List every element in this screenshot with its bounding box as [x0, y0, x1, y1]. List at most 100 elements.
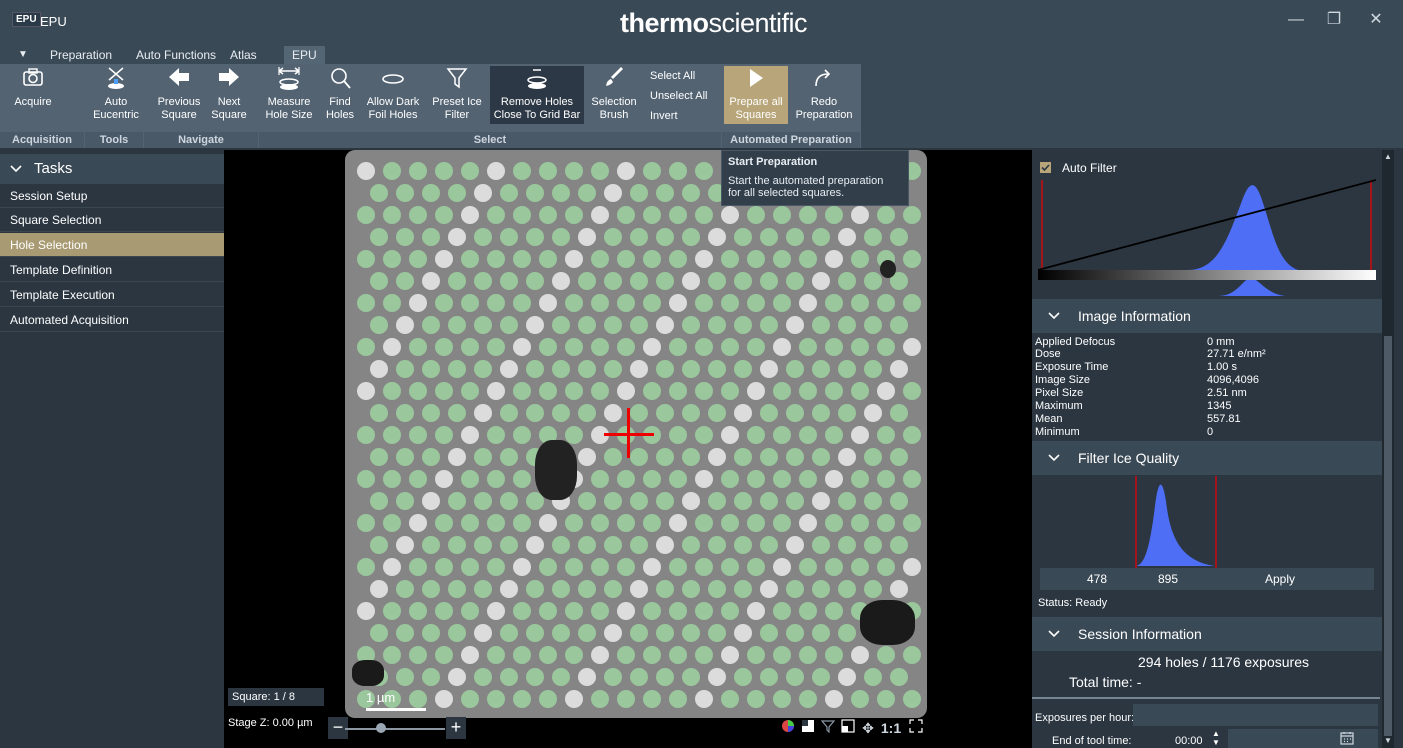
foil-hole[interactable] [604, 448, 622, 466]
foil-hole[interactable] [656, 184, 674, 202]
foil-hole[interactable] [500, 448, 518, 466]
foil-hole[interactable] [604, 668, 622, 686]
foil-hole[interactable] [591, 338, 609, 356]
foil-hole[interactable] [864, 404, 882, 422]
foil-hole[interactable] [474, 184, 492, 202]
foil-hole[interactable] [721, 426, 739, 444]
foil-hole[interactable] [617, 162, 635, 180]
foil-hole[interactable] [734, 228, 752, 246]
foil-hole[interactable] [864, 536, 882, 554]
foil-hole[interactable] [513, 250, 531, 268]
foil-hole[interactable] [890, 316, 908, 334]
foil-hole[interactable] [383, 470, 401, 488]
foil-hole[interactable] [539, 646, 557, 664]
ice-filter-low-value[interactable]: 478 [1087, 572, 1108, 586]
task-square-selection[interactable]: Square Selection [0, 208, 224, 232]
foil-hole[interactable] [552, 624, 570, 642]
end-of-tool-date-field[interactable] [1228, 729, 1378, 748]
foil-hole[interactable] [396, 536, 414, 554]
foil-hole[interactable] [539, 426, 557, 444]
foil-hole[interactable] [877, 470, 895, 488]
foil-hole[interactable] [513, 162, 531, 180]
foil-hole[interactable] [630, 404, 648, 422]
foil-hole[interactable] [630, 272, 648, 290]
foil-hole[interactable] [448, 228, 466, 246]
scroll-up-icon[interactable]: ▲ [1384, 152, 1392, 161]
foil-hole[interactable] [474, 668, 492, 686]
foil-hole[interactable] [578, 624, 596, 642]
foil-hole[interactable] [617, 206, 635, 224]
foil-hole[interactable] [643, 646, 661, 664]
foil-hole[interactable] [448, 184, 466, 202]
select-all-button[interactable]: Select All [650, 70, 696, 82]
foil-hole[interactable] [721, 338, 739, 356]
foil-hole[interactable] [903, 338, 921, 356]
foil-hole[interactable] [526, 624, 544, 642]
foil-hole[interactable] [825, 602, 843, 620]
foil-hole[interactable] [552, 668, 570, 686]
tab-preparation[interactable]: Preparation [50, 48, 113, 62]
tab-epu[interactable]: EPU [284, 46, 325, 64]
foil-hole[interactable] [448, 448, 466, 466]
foil-hole[interactable] [773, 690, 791, 708]
foil-hole[interactable] [357, 646, 375, 664]
foil-hole[interactable] [747, 382, 765, 400]
foil-hole[interactable] [669, 558, 687, 576]
foil-hole[interactable] [903, 206, 921, 224]
foil-hole[interactable] [773, 382, 791, 400]
foil-hole[interactable] [357, 162, 375, 180]
foil-hole[interactable] [422, 360, 440, 378]
tasks-header[interactable]: Tasks [0, 154, 224, 184]
foil-hole[interactable] [656, 316, 674, 334]
foil-hole[interactable] [396, 624, 414, 642]
foil-hole[interactable] [799, 382, 817, 400]
foil-hole[interactable] [435, 514, 453, 532]
foil-hole[interactable] [669, 690, 687, 708]
foil-hole[interactable] [825, 514, 843, 532]
foil-hole[interactable] [825, 250, 843, 268]
foil-hole[interactable] [760, 492, 778, 510]
foil-hole[interactable] [877, 338, 895, 356]
foil-hole[interactable] [487, 426, 505, 444]
foil-hole[interactable] [721, 206, 739, 224]
foil-hole[interactable] [448, 404, 466, 422]
foil-hole[interactable] [760, 272, 778, 290]
foil-hole[interactable] [656, 536, 674, 554]
close-button[interactable]: ✕ [1369, 11, 1383, 28]
foil-hole[interactable] [357, 602, 375, 620]
foil-hole[interactable] [630, 360, 648, 378]
foil-hole[interactable] [656, 668, 674, 686]
foil-hole[interactable] [786, 404, 804, 422]
foil-hole[interactable] [812, 668, 830, 686]
fullscreen-icon[interactable] [907, 719, 925, 737]
session-information-header[interactable]: Session Information [1032, 617, 1382, 651]
foil-hole[interactable] [604, 624, 622, 642]
foil-hole[interactable] [877, 514, 895, 532]
foil-hole[interactable] [708, 360, 726, 378]
foil-hole[interactable] [591, 206, 609, 224]
invert-button[interactable]: Invert [650, 110, 678, 122]
foil-hole[interactable] [383, 338, 401, 356]
foil-hole[interactable] [669, 646, 687, 664]
foil-hole[interactable] [617, 470, 635, 488]
foil-hole[interactable] [500, 316, 518, 334]
foil-hole[interactable] [474, 316, 492, 334]
overlay-toggle-icon[interactable] [799, 719, 817, 737]
foil-hole[interactable] [409, 250, 427, 268]
foil-hole[interactable] [474, 272, 492, 290]
foil-hole[interactable] [851, 558, 869, 576]
foil-hole[interactable] [825, 690, 843, 708]
foil-hole[interactable] [825, 646, 843, 664]
foil-hole[interactable] [513, 294, 531, 312]
foil-hole[interactable] [890, 448, 908, 466]
color-palette-icon[interactable] [779, 719, 797, 737]
foil-hole[interactable] [578, 316, 596, 334]
foil-hole[interactable] [383, 382, 401, 400]
task-session-setup[interactable]: Session Setup [0, 184, 224, 208]
foil-hole[interactable] [864, 316, 882, 334]
foil-hole[interactable] [864, 228, 882, 246]
foil-hole[interactable] [877, 382, 895, 400]
foil-hole[interactable] [747, 206, 765, 224]
foil-hole[interactable] [682, 228, 700, 246]
foil-hole[interactable] [877, 646, 895, 664]
